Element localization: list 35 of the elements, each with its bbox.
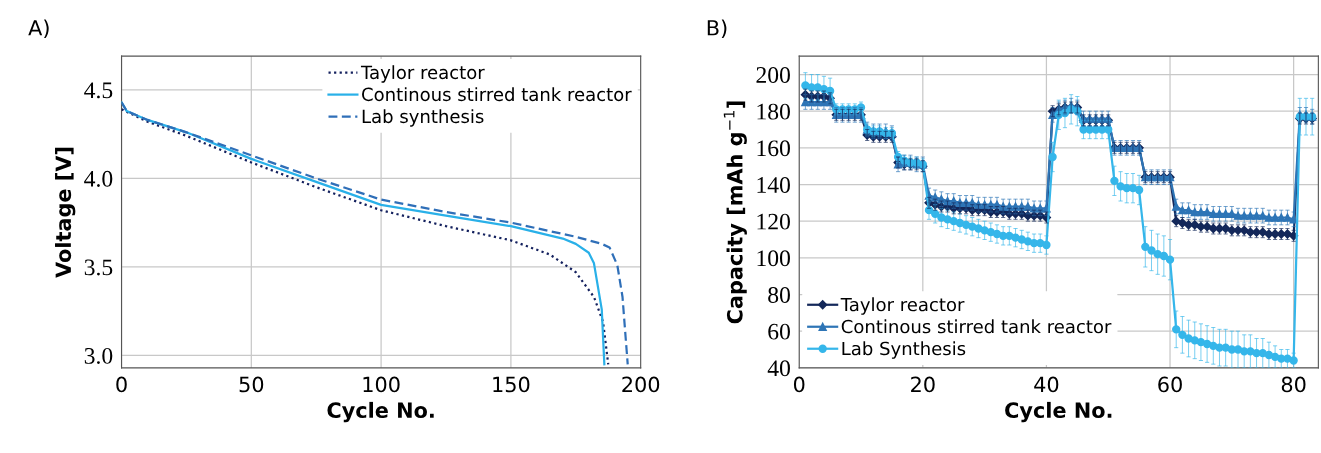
y-tick-label: 3.5 xyxy=(84,259,113,276)
chart-title: A) xyxy=(28,19,49,39)
y-tick-label: 80 xyxy=(768,286,790,303)
y-tick-label: 100 xyxy=(757,250,790,267)
x-tick-label: 200 xyxy=(622,376,660,393)
x-tick-label: 20 xyxy=(911,376,935,393)
x-axis-title: Cycle No. xyxy=(1005,401,1112,423)
legend-label: Continous stirred tank reactor xyxy=(362,87,632,102)
x-tick-label: 50 xyxy=(239,376,264,393)
y-axis-title: Voltage [V] xyxy=(55,147,76,278)
y-tick-label: 4.0 xyxy=(84,170,113,187)
y-tick-label: 200 xyxy=(756,67,790,83)
chart-title: B) xyxy=(707,19,727,39)
x-tick-label: 40 xyxy=(1034,376,1059,393)
y-tick-label: 3.0 xyxy=(84,347,113,364)
x-tick-label: 0 xyxy=(793,376,805,393)
legend-label: Lab Synthesis xyxy=(842,341,966,359)
legend-label: Taylor reactor xyxy=(360,65,485,83)
y-axis-title: Capacity [mAh g$^{−1}$] xyxy=(723,101,747,324)
y-tick-label: 60 xyxy=(768,323,790,340)
y-tick-label: 180 xyxy=(757,103,790,120)
x-tick-label: 150 xyxy=(493,376,530,393)
y-tick-label: 140 xyxy=(757,176,790,193)
legend-label: Continous stirred tank reactor xyxy=(841,319,1112,334)
x-tick-label: 60 xyxy=(1158,376,1182,393)
x-tick-label: 80 xyxy=(1281,376,1306,393)
x-axis-title: Cycle No. xyxy=(327,401,434,423)
x-tick-label: 100 xyxy=(363,376,400,393)
y-tick-label: 40 xyxy=(767,360,790,377)
y-tick-label: 120 xyxy=(757,213,790,230)
legend-label: Lab synthesis xyxy=(362,109,484,127)
y-tick-label: 160 xyxy=(757,140,790,157)
legend-label: Taylor reactor xyxy=(840,297,965,315)
y-tick-label: 4.5 xyxy=(84,82,113,99)
x-tick-label: 0 xyxy=(116,376,127,393)
